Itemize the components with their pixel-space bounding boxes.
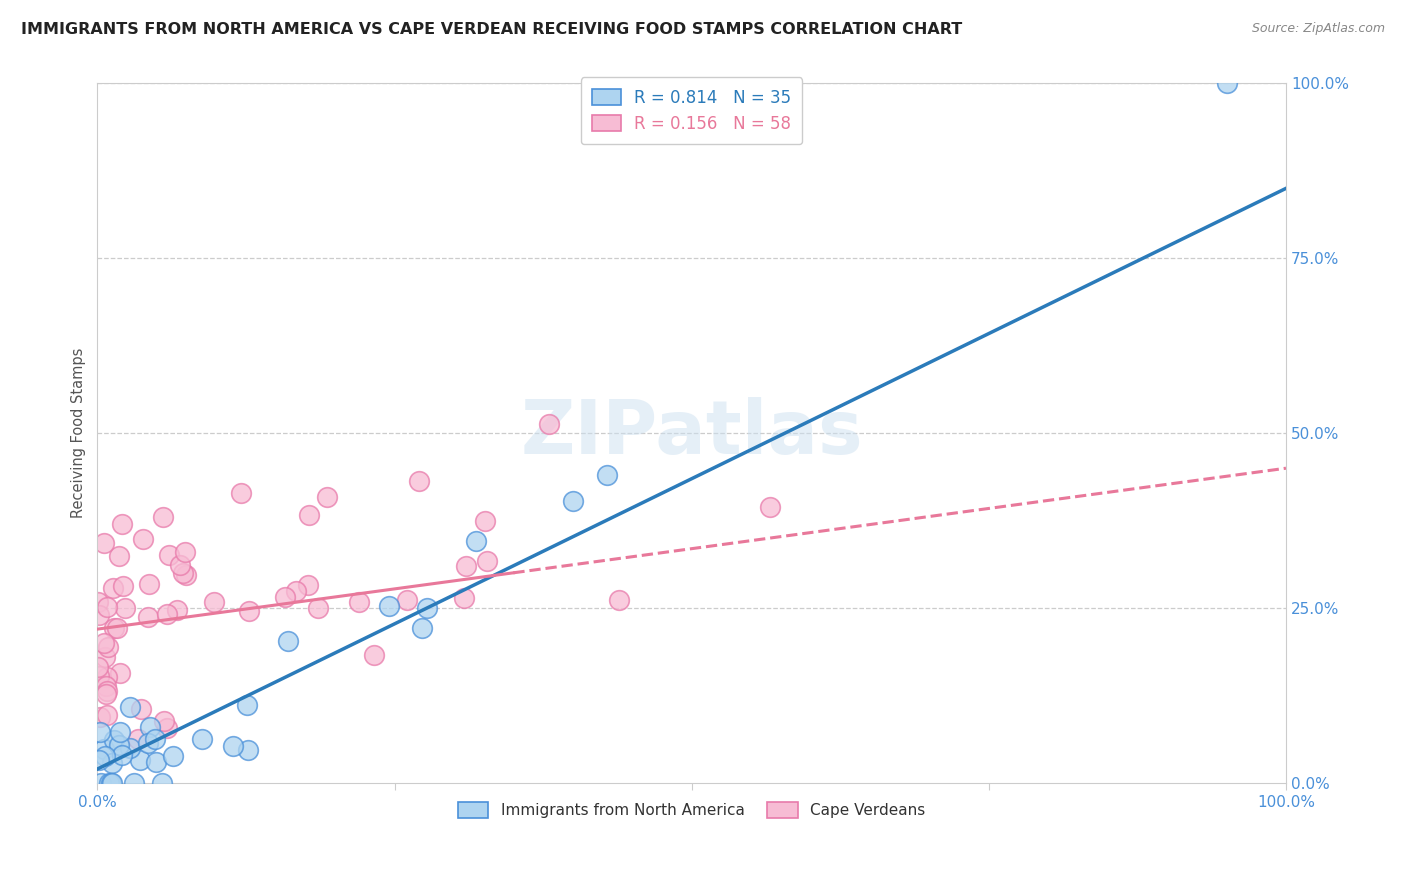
Point <box>562 494 585 508</box>
Point <box>1215 77 1237 91</box>
Point <box>229 486 252 500</box>
Point <box>152 510 174 524</box>
Point <box>408 474 430 488</box>
Point <box>87 660 110 674</box>
Point <box>94 748 117 763</box>
Point <box>172 566 194 581</box>
Point <box>93 636 115 650</box>
Point <box>153 714 176 728</box>
Point <box>124 775 146 789</box>
Point <box>169 558 191 572</box>
Point <box>108 665 131 680</box>
Point <box>136 609 159 624</box>
Text: ZIPatlas: ZIPatlas <box>520 397 863 470</box>
Point <box>475 554 498 568</box>
Point <box>97 640 120 655</box>
Point <box>93 536 115 550</box>
Point <box>96 708 118 723</box>
Text: Source: ZipAtlas.com: Source: ZipAtlas.com <box>1251 22 1385 36</box>
Point <box>222 739 245 753</box>
Point <box>166 603 188 617</box>
Point <box>235 698 257 713</box>
Y-axis label: Receiving Food Stamps: Receiving Food Stamps <box>72 348 86 518</box>
Point <box>315 490 337 504</box>
Point <box>138 577 160 591</box>
Point <box>607 592 630 607</box>
Point <box>363 648 385 663</box>
Point <box>89 710 111 724</box>
Point <box>759 500 782 514</box>
Legend: Immigrants from North America, Cape Verdeans: Immigrants from North America, Cape Verd… <box>451 797 932 824</box>
Point <box>96 670 118 684</box>
Point <box>111 579 134 593</box>
Point <box>87 608 110 623</box>
Point <box>238 604 260 618</box>
Point <box>86 595 108 609</box>
Point <box>101 756 124 770</box>
Point <box>136 736 159 750</box>
Point <box>143 731 166 746</box>
Point <box>378 599 401 614</box>
Point <box>129 753 152 767</box>
Point <box>100 776 122 790</box>
Point <box>107 738 129 752</box>
Point <box>96 679 118 693</box>
Point <box>97 776 120 790</box>
Point <box>89 669 111 683</box>
Point <box>236 743 259 757</box>
Point <box>132 532 155 546</box>
Point <box>150 776 173 790</box>
Point <box>162 749 184 764</box>
Text: IMMIGRANTS FROM NORTH AMERICA VS CAPE VERDEAN RECEIVING FOOD STAMPS CORRELATION : IMMIGRANTS FROM NORTH AMERICA VS CAPE VE… <box>21 22 962 37</box>
Point <box>416 600 439 615</box>
Point <box>111 516 134 531</box>
Point <box>191 731 214 746</box>
Point <box>395 593 418 607</box>
Point <box>127 731 149 746</box>
Point <box>138 720 160 734</box>
Point <box>90 776 112 790</box>
Point <box>108 549 131 564</box>
Point <box>103 621 125 635</box>
Point <box>118 741 141 756</box>
Point <box>108 724 131 739</box>
Point <box>96 599 118 614</box>
Point <box>454 558 477 573</box>
Point <box>94 687 117 701</box>
Point <box>465 534 488 549</box>
Point <box>120 700 142 714</box>
Point <box>411 621 433 635</box>
Point <box>202 595 225 609</box>
Point <box>174 568 197 582</box>
Point <box>285 583 308 598</box>
Point <box>156 722 179 736</box>
Point <box>103 733 125 747</box>
Point <box>89 725 111 739</box>
Point <box>156 607 179 621</box>
Point <box>453 591 475 606</box>
Point <box>277 633 299 648</box>
Point <box>89 753 111 767</box>
Point <box>96 684 118 698</box>
Point <box>307 601 329 615</box>
Point <box>474 514 496 528</box>
Point <box>274 591 297 605</box>
Point <box>174 544 197 558</box>
Point <box>297 578 319 592</box>
Point <box>100 776 122 790</box>
Point <box>298 508 321 522</box>
Point <box>596 468 619 483</box>
Point <box>93 741 115 756</box>
Point <box>114 601 136 615</box>
Point <box>347 595 370 609</box>
Point <box>94 650 117 665</box>
Point <box>129 702 152 716</box>
Point <box>101 581 124 595</box>
Point <box>111 748 134 763</box>
Point <box>537 417 560 432</box>
Point <box>157 548 180 562</box>
Point <box>105 621 128 635</box>
Point <box>145 755 167 769</box>
